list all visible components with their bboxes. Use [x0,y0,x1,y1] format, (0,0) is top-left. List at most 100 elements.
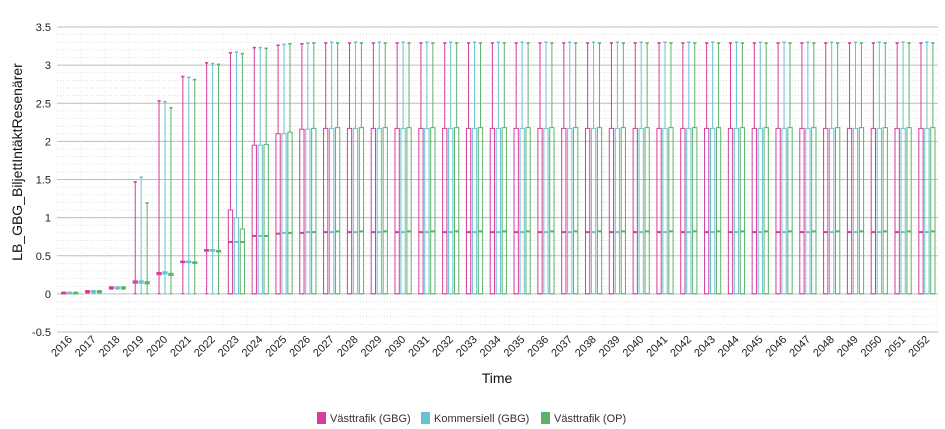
box-iqr[interactable] [448,127,454,295]
box-iqr[interactable] [608,127,615,295]
box-iqr[interactable] [799,127,805,295]
box-iqr[interactable] [323,127,329,295]
box-iqr[interactable] [680,127,686,295]
box-iqr[interactable] [739,127,746,295]
box-iqr[interactable] [733,127,740,295]
box-iqr[interactable] [376,127,382,295]
box-iqr[interactable] [334,127,341,295]
legend-item[interactable]: Västtrafik (OP) [541,412,626,425]
box-iqr[interactable] [638,127,644,295]
box-iqr[interactable] [894,127,900,295]
box-iqr[interactable] [257,144,263,295]
box-iqr[interactable] [305,128,311,295]
box-iqr[interactable] [852,127,859,295]
box-iqr[interactable] [239,228,246,295]
x-tick-label: 2044 [716,334,742,360]
box-iqr[interactable] [870,127,876,295]
box-iqr[interactable] [430,127,436,295]
box-iqr[interactable] [263,143,269,295]
box-iqr[interactable] [811,127,817,295]
box-iqr[interactable] [424,127,430,295]
box-iqr[interactable] [775,127,781,295]
y-tick-label: 2 [45,136,51,148]
box-iqr[interactable] [573,127,579,295]
box-iqr[interactable] [418,127,424,295]
box-iqr[interactable] [561,127,567,295]
box-iqr[interactable] [906,127,912,295]
box-iqr[interactable] [668,127,674,295]
box-iqr[interactable] [709,127,716,295]
box-iqr[interactable] [477,127,484,295]
box-iqr[interactable] [489,127,496,295]
box-iqr[interactable] [727,127,734,295]
box-iqr[interactable] [614,127,621,295]
box-iqr[interactable] [370,127,376,295]
box-iqr[interactable] [346,127,353,295]
box-iqr[interactable] [299,128,305,295]
box-iqr[interactable] [465,127,472,295]
box-iqr[interactable] [471,127,478,295]
box-iqr[interactable] [358,127,365,295]
box-iqr[interactable] [513,127,519,295]
x-tick-label: 2041 [644,334,670,360]
box-iqr[interactable] [632,127,638,295]
box-iqr[interactable] [352,127,359,295]
box-iqr[interactable] [882,127,888,295]
box-iqr[interactable] [400,127,406,295]
box-iqr[interactable] [823,127,829,295]
box-iqr[interactable] [311,127,317,295]
box-iqr[interactable] [281,133,287,295]
box-iqr[interactable] [406,127,412,295]
box-iqr[interactable] [763,127,769,295]
box-iqr[interactable] [715,127,722,295]
box-iqr[interactable] [233,217,240,295]
box-iqr[interactable] [686,127,692,295]
box-iqr[interactable] [584,127,591,295]
box-iqr[interactable] [567,127,573,295]
box-iqr[interactable] [495,127,501,295]
box-iqr[interactable] [394,127,400,295]
box-iqr[interactable] [662,127,668,295]
box-iqr[interactable] [275,133,281,295]
box-iqr[interactable] [930,127,936,295]
box-iqr[interactable] [781,127,787,295]
box-iqr[interactable] [834,127,841,295]
box-iqr[interactable] [442,127,448,295]
box-iqr[interactable] [704,127,710,295]
box-iqr[interactable] [787,127,793,295]
box-iqr[interactable] [287,131,293,295]
box-iqr[interactable] [382,127,388,295]
box-iqr[interactable] [829,127,835,295]
box-iqr[interactable] [620,127,626,295]
box-iqr[interactable] [549,127,555,295]
box-iqr[interactable] [525,127,531,295]
x-tick-label: 2037 [549,334,575,360]
box-iqr[interactable] [805,127,811,295]
box-iqr[interactable] [751,127,757,295]
box-iqr[interactable] [644,127,650,295]
box-iqr[interactable] [251,144,257,295]
box-iqr[interactable] [918,127,924,295]
box-iqr[interactable] [596,127,603,295]
legend-item[interactable]: Kommersiell (GBG) [421,412,529,425]
box-iqr[interactable] [590,127,597,295]
box-iqr[interactable] [227,209,234,295]
box-iqr[interactable] [900,127,906,295]
legend[interactable]: Västtrafik (GBG) Kommersiell (GBG) Västtra… [317,412,626,425]
box-iqr[interactable] [757,127,763,295]
box-iqr[interactable] [454,127,460,295]
box-iqr[interactable] [692,127,698,295]
box-iqr[interactable] [876,127,882,295]
box-iqr[interactable] [543,127,549,295]
box-iqr[interactable] [656,127,662,295]
legend-item[interactable]: Västtrafik (GBG) [317,412,411,425]
box-iqr[interactable] [858,127,865,295]
box-iqr[interactable] [924,127,930,295]
x-tick-label: 2033 [454,334,480,360]
box-iqr[interactable] [329,127,335,295]
box-iqr[interactable] [846,127,853,295]
box-iqr[interactable] [501,127,507,295]
box-iqr[interactable] [537,127,543,295]
box-iqr[interactable] [519,127,525,295]
series-v-sttrafik-op- [73,42,936,295]
